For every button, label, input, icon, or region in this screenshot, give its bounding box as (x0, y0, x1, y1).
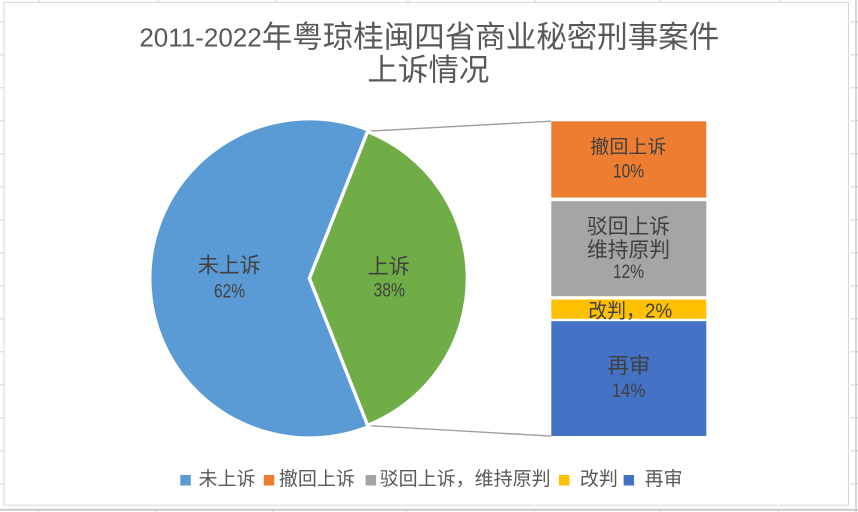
svg-text:12%: 12% (613, 261, 644, 283)
svg-text:上诉情况: 上诉情况 (367, 54, 489, 88)
svg-text:维持原判: 维持原判 (587, 239, 670, 262)
svg-text:62%: 62% (214, 280, 245, 302)
svg-text:上诉: 上诉 (368, 256, 410, 279)
svg-text:撤回上诉: 撤回上诉 (279, 468, 355, 490)
svg-text:未上诉: 未上诉 (198, 255, 261, 278)
svg-text:10%: 10% (613, 161, 644, 183)
svg-text:38%: 38% (373, 280, 405, 302)
svg-text:14%: 14% (612, 380, 646, 402)
svg-text:驳回上诉，维持原判: 驳回上诉，维持原判 (380, 468, 551, 490)
svg-text:改判，2%: 改判，2% (588, 300, 672, 323)
svg-text:再审: 再审 (645, 468, 683, 490)
svg-text:撤回上诉: 撤回上诉 (590, 136, 666, 158)
svg-text:未上诉: 未上诉 (199, 468, 256, 490)
svg-text:再审: 再审 (607, 354, 650, 378)
svg-text:改判: 改判 (580, 468, 618, 490)
svg-text:驳回上诉: 驳回上诉 (587, 215, 670, 238)
svg-text:2011-2022年粤琼桂闽四省商业秘密刑事案件: 2011-2022年粤琼桂闽四省商业秘密刑事案件 (139, 20, 719, 54)
